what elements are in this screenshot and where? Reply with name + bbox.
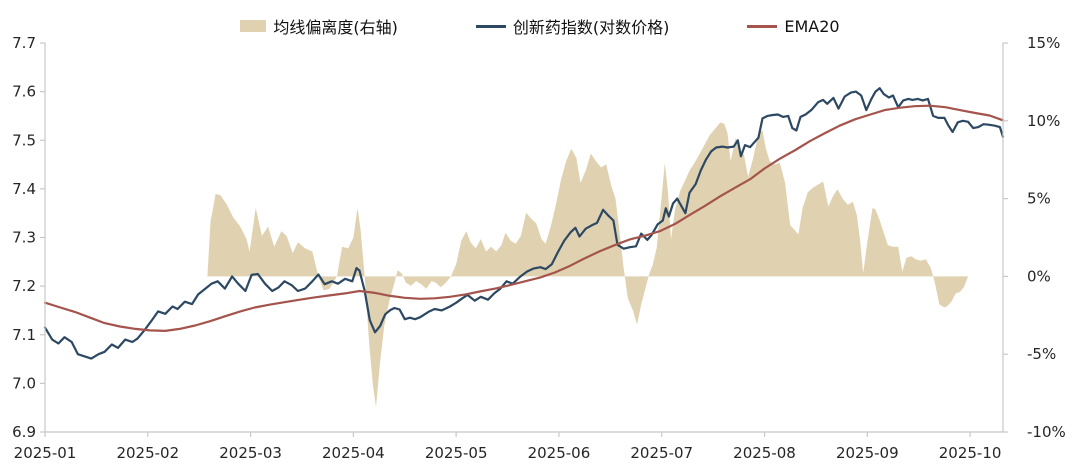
- deviation-area-swatch-icon: [240, 20, 267, 32]
- y-axis-left-tick-label: 7.0: [12, 374, 36, 392]
- legend-item-ema: EMA20: [747, 16, 840, 36]
- y-axis-right-tick-label: -10%: [1027, 423, 1066, 441]
- x-axis-tick-label: 2025-03: [219, 444, 282, 462]
- legend-label-ema: EMA20: [784, 16, 840, 36]
- x-axis-tick-label: 2025-01: [14, 444, 77, 462]
- x-axis-tick-label: 2025-06: [528, 444, 591, 462]
- y-axis-left-tick-label: 7.3: [12, 229, 36, 247]
- legend-item-index: 创新药指数(对数价格): [475, 14, 670, 38]
- y-axis-left-tick-label: 6.9: [12, 423, 36, 441]
- legend-item-deviation: 均线偏离度(右轴): [240, 14, 398, 38]
- y-axis-left-tick-label: 7.2: [12, 277, 36, 295]
- ema-line-swatch-icon: [747, 24, 778, 28]
- x-axis-tick-label: 2025-04: [322, 444, 385, 462]
- y-axis-left-tick-label: 7.6: [12, 83, 36, 101]
- deviation-area: [207, 122, 969, 408]
- x-axis-tick-label: 2025-05: [425, 444, 488, 462]
- legend-label-index: 创新药指数(对数价格): [512, 18, 670, 37]
- y-axis-right-tick-label: 15%: [1027, 34, 1060, 52]
- x-axis-tick-label: 2025-08: [733, 444, 796, 462]
- chart-legend: 均线偏离度(右轴) 创新药指数(对数价格) EMA20: [0, 14, 1080, 38]
- x-axis-tick-label: 2025-10: [939, 444, 1002, 462]
- ema-line: [43, 104, 1005, 332]
- index-line: [43, 87, 1005, 360]
- y-axis-right-tick-label: 5%: [1027, 190, 1051, 208]
- y-axis-left-tick-label: 7.4: [12, 180, 36, 198]
- x-axis-tick-label: 2025-07: [630, 444, 693, 462]
- x-axis-tick-label: 2025-02: [116, 444, 179, 462]
- y-axis-left-tick-label: 7.7: [12, 34, 36, 52]
- legend-label-deviation: 均线偏离度(右轴): [273, 18, 398, 37]
- y-axis-right-tick-label: -5%: [1027, 345, 1056, 363]
- y-axis-right-tick-label: 0%: [1027, 267, 1051, 285]
- x-axis-tick-label: 2025-09: [836, 444, 899, 462]
- y-axis-left-tick-label: 7.5: [12, 131, 36, 149]
- y-axis-right-tick-label: 10%: [1027, 112, 1060, 130]
- y-axis-left-tick-label: 7.1: [12, 326, 36, 344]
- index-line-swatch-icon: [475, 24, 506, 28]
